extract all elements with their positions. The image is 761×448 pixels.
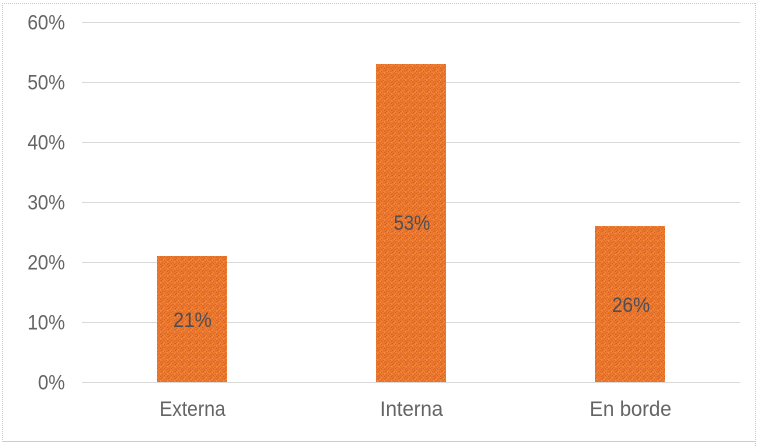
svg-text:Interna: Interna [380, 398, 443, 421]
svg-text:En borde: En borde [590, 398, 672, 421]
svg-text:50%: 50% [28, 72, 66, 95]
svg-text:Externa: Externa [160, 398, 226, 421]
svg-text:30%: 30% [28, 192, 66, 215]
svg-text:53%: 53% [394, 212, 431, 235]
svg-text:60%: 60% [28, 12, 66, 35]
svg-text:40%: 40% [28, 132, 66, 155]
svg-text:0%: 0% [38, 372, 65, 395]
svg-text:10%: 10% [28, 312, 66, 335]
svg-text:21%: 21% [173, 309, 212, 332]
svg-text:20%: 20% [28, 252, 66, 275]
svg-text:26%: 26% [612, 294, 650, 317]
